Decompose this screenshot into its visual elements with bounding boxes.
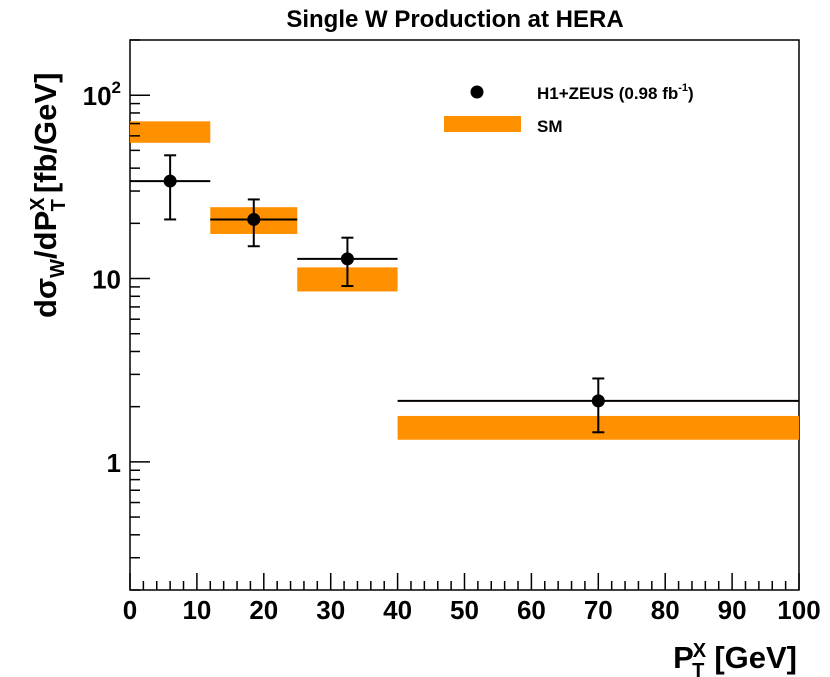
x-tick-label: 30: [316, 595, 345, 625]
x-tick-label: 90: [718, 595, 747, 625]
x-axis-ticks: [129, 573, 800, 590]
legend-data-label: H1+ZEUS (0.98 fb-1): [537, 82, 694, 103]
x-tick-label: 40: [383, 595, 412, 625]
x-axis-label: PX T [GeV]: [673, 640, 797, 677]
y-axis-ticks: [130, 39, 150, 591]
x-tick-label: 0: [123, 595, 137, 625]
x-tick-label: 70: [584, 595, 613, 625]
data-points: [130, 154, 799, 434]
data-point-3: [397, 377, 799, 434]
chart-title: Single W Production at HERA: [286, 6, 623, 33]
data-point-marker: [591, 394, 605, 408]
data-point-marker: [163, 174, 177, 188]
x-tick-label: 10: [182, 595, 211, 625]
sm-bands: [130, 121, 799, 440]
sm-band-0: [130, 121, 211, 143]
data-point-marker: [340, 252, 354, 266]
legend: H1+ZEUS (0.98 fb-1) SM: [444, 82, 694, 136]
y-axis-label: dσW/dPXT[fb/GeV]: [27, 73, 70, 318]
legend-sm-swatch: [444, 116, 521, 132]
y-tick-label: 10: [92, 265, 121, 295]
x-tick-label: 20: [249, 595, 278, 625]
data-point-marker: [247, 212, 261, 226]
data-point-1: [210, 198, 298, 248]
data-point-2: [297, 236, 398, 288]
x-axis-tick-labels: 0 10 20 30 40 50 60 70 80 90 100: [123, 595, 821, 625]
x-tick-label: 100: [777, 595, 820, 625]
data-point-0: [130, 154, 211, 221]
y-axis-tick-labels: 1 10 102: [83, 78, 121, 478]
x-tick-label: 50: [450, 595, 479, 625]
legend-sm-label: SM: [537, 117, 563, 136]
y-tick-label: 1: [107, 448, 121, 478]
y-tick-label: 102: [83, 78, 121, 111]
x-tick-label: 60: [517, 595, 546, 625]
x-tick-label: 80: [651, 595, 680, 625]
legend-data-marker: [470, 85, 484, 99]
